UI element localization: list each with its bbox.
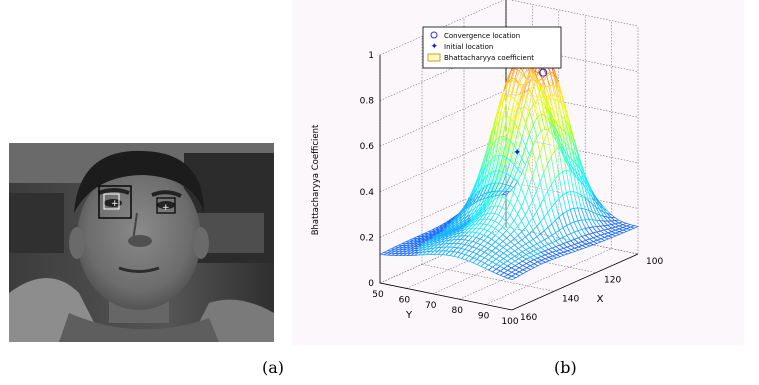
caption-b: (b) [554,358,577,377]
z-gridline [379,0,639,56]
z-tick-label: 0 [368,279,374,289]
legend-item-convergence: Convergence location [444,32,520,40]
tracking-box-large [98,185,132,219]
z-tick-label: 0.8 [360,97,375,107]
y-tick-label: 90 [478,312,490,322]
legend-item-initial: Initial location [444,43,493,51]
legend-star-marker: ✦ [431,42,439,52]
y-gridline [485,20,612,305]
initial-marker: ✦ [513,148,521,159]
x-axis-name: X [597,294,604,305]
z-axis-label: Bhattacharyya Coefficient [311,124,321,235]
legend-surface-marker [427,53,441,62]
z-tick-label: 1 [368,51,374,61]
svg-text:+: + [162,203,170,213]
legend-circle-marker [430,31,438,39]
surface-mesh [378,53,640,281]
legend: Convergence location ✦ Initial location … [422,26,562,69]
y-tick-label: 80 [451,306,463,316]
x-tick-label: 140 [562,294,579,304]
caption-a: (a) [262,358,285,377]
y-axis-name: Y [405,310,413,321]
z-gridline [379,89,639,147]
y-tick-label: 100 [501,317,518,327]
tracking-box-small-left [103,193,120,210]
face-image: + + [9,143,274,342]
y-tick-label: 50 [372,290,384,300]
tracking-box-small-right [156,197,176,214]
y-gridline [459,15,586,300]
legend-item-surface: Bhattacharyya coefficient [444,54,534,62]
axis-frame [379,55,639,311]
y-gridline [406,4,533,289]
z-tick-label: 0.2 [360,233,374,243]
right-eye [157,201,175,209]
svg-text:+: + [111,199,119,209]
surface-plot: ✦ 0 0.2 0.4 0.6 0.8 1 50 60 70 80 90 100 100 120 140 16… [292,0,744,345]
z-gridline [379,44,639,101]
left-eye [104,199,122,207]
tick-labels: 0 0.2 0.4 0.6 0.8 1 50 60 70 80 90 100 100 120 140 160 [360,51,664,327]
z-tick-label: 0.6 [360,142,375,152]
convergence-marker [539,68,548,77]
z-tick-label: 0.4 [360,188,375,198]
y-gridline [432,9,560,295]
x-tick-label: 120 [604,276,621,286]
x-tick-label: 100 [646,257,663,267]
y-tick-label: 60 [399,295,411,305]
x-gridline [421,264,555,292]
axes-box [379,0,639,311]
data-markers: ✦ [513,68,548,159]
y-tick-label: 70 [425,301,437,311]
x-tick-label: 160 [520,313,537,323]
